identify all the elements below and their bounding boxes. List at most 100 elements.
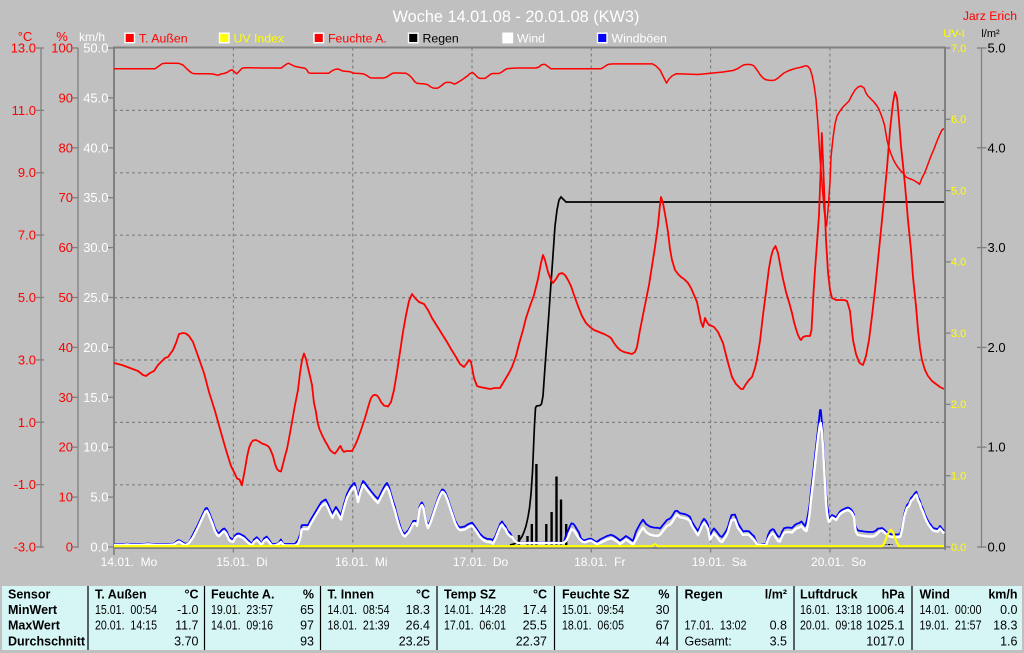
svg-text:18.01. Fr: 18.01. Fr xyxy=(574,555,625,569)
svg-text:11.0: 11.0 xyxy=(12,103,36,118)
svg-text:Durchschnitt: Durchschnitt xyxy=(8,634,86,648)
svg-text:18.3: 18.3 xyxy=(406,603,430,617)
svg-text:14.01. 14:28: 14.01. 14:28 xyxy=(444,603,506,617)
svg-text:14.01. Mo: 14.01. Mo xyxy=(101,555,158,569)
svg-text:30: 30 xyxy=(59,390,73,405)
svg-text:4.0: 4.0 xyxy=(988,140,1006,155)
svg-text:Wind: Wind xyxy=(517,32,545,46)
svg-text:-1.0: -1.0 xyxy=(177,603,199,617)
svg-text:3.0: 3.0 xyxy=(988,240,1006,255)
svg-text:45.0: 45.0 xyxy=(83,90,108,105)
svg-text:15.01. Di: 15.01. Di xyxy=(216,555,267,569)
svg-text:T. Außen: T. Außen xyxy=(139,32,188,46)
svg-text:Jarz Erich: Jarz Erich xyxy=(963,9,1017,23)
svg-text:Sensor: Sensor xyxy=(8,588,51,602)
svg-text:10: 10 xyxy=(59,490,73,505)
svg-text:0.8: 0.8 xyxy=(770,619,787,633)
svg-text:6.0: 6.0 xyxy=(951,114,966,126)
svg-text:13.0: 13.0 xyxy=(11,41,36,56)
svg-text:Feuchte SZ: Feuchte SZ xyxy=(562,588,630,602)
svg-text:3.5: 3.5 xyxy=(770,634,787,648)
svg-text:14.01. 09:16: 14.01. 09:16 xyxy=(211,619,273,633)
svg-text:4.0: 4.0 xyxy=(951,257,966,269)
svg-text:-1.0: -1.0 xyxy=(14,477,36,492)
svg-text:50: 50 xyxy=(59,290,73,305)
svg-text:%: % xyxy=(303,588,314,602)
svg-text:15.01. 09:54: 15.01. 09:54 xyxy=(562,603,624,617)
svg-text:19.01. 21:57: 19.01. 21:57 xyxy=(920,619,982,633)
svg-text:17.01. 13:02: 17.01. 13:02 xyxy=(685,619,747,633)
svg-text:15.0: 15.0 xyxy=(83,390,108,405)
svg-text:°C: °C xyxy=(533,588,547,602)
svg-text:26.4: 26.4 xyxy=(406,619,430,633)
svg-text:25.5: 25.5 xyxy=(523,619,547,633)
svg-text:MaxWert: MaxWert xyxy=(8,619,61,633)
svg-text:2.0: 2.0 xyxy=(988,340,1006,355)
svg-text:16.01. Mi: 16.01. Mi xyxy=(335,555,388,569)
svg-text:18.3: 18.3 xyxy=(993,619,1017,633)
svg-text:1.0: 1.0 xyxy=(18,415,36,430)
svg-text:70: 70 xyxy=(59,190,73,205)
svg-text:Regen: Regen xyxy=(685,588,723,602)
svg-text:67: 67 xyxy=(656,619,670,633)
svg-text:1006.4: 1006.4 xyxy=(866,603,904,617)
svg-text:100: 100 xyxy=(51,41,73,56)
svg-text:44: 44 xyxy=(656,634,670,648)
svg-text:UV-I: UV-I xyxy=(943,28,964,40)
svg-text:km/h: km/h xyxy=(988,588,1017,602)
svg-text:35.0: 35.0 xyxy=(83,190,108,205)
svg-text:7.0: 7.0 xyxy=(951,43,966,55)
svg-text:19.01. 23:57: 19.01. 23:57 xyxy=(211,603,273,617)
svg-text:9.0: 9.0 xyxy=(18,165,36,180)
svg-text:0.0: 0.0 xyxy=(90,540,108,555)
svg-text:l/m²: l/m² xyxy=(765,588,787,602)
svg-text:20.01. 09:18: 20.01. 09:18 xyxy=(800,619,862,633)
svg-text:20: 20 xyxy=(59,440,73,455)
svg-text:UV Index: UV Index xyxy=(234,32,285,46)
svg-text:3.0: 3.0 xyxy=(18,352,36,367)
svg-text:Luftdruck: Luftdruck xyxy=(800,588,858,602)
svg-text:18.01. 21:39: 18.01. 21:39 xyxy=(328,619,390,633)
svg-text:0.0: 0.0 xyxy=(951,542,966,554)
svg-text:1.0: 1.0 xyxy=(951,471,966,483)
svg-text:40.0: 40.0 xyxy=(83,140,108,155)
svg-text:90: 90 xyxy=(59,90,73,105)
svg-text:15.01. 00:54: 15.01. 00:54 xyxy=(95,603,157,617)
svg-text:20.01. So: 20.01. So xyxy=(811,555,866,569)
svg-text:1.0: 1.0 xyxy=(988,440,1006,455)
svg-text:0.0: 0.0 xyxy=(988,540,1006,555)
svg-text:19.01. Sa: 19.01. Sa xyxy=(692,555,747,569)
svg-text:10.0: 10.0 xyxy=(83,440,108,455)
svg-text:hPa: hPa xyxy=(882,588,906,602)
svg-text:°C: °C xyxy=(416,588,430,602)
svg-text:30: 30 xyxy=(656,603,670,617)
svg-text:80: 80 xyxy=(59,140,73,155)
svg-text:3.70: 3.70 xyxy=(174,634,198,648)
svg-text:17.01. 06:01: 17.01. 06:01 xyxy=(444,619,506,633)
svg-text:3.0: 3.0 xyxy=(951,328,966,340)
svg-text:0.0: 0.0 xyxy=(1000,603,1017,617)
svg-text:°C: °C xyxy=(184,588,198,602)
svg-text:1025.1: 1025.1 xyxy=(866,619,904,633)
svg-text:14.01. 00:00: 14.01. 00:00 xyxy=(920,603,982,617)
svg-text:1.6: 1.6 xyxy=(1000,634,1017,648)
svg-text:14.01. 08:54: 14.01. 08:54 xyxy=(328,603,390,617)
svg-text:T. Innen: T. Innen xyxy=(328,588,375,602)
svg-text:93: 93 xyxy=(300,634,314,648)
svg-text:50.0: 50.0 xyxy=(83,41,108,56)
svg-text:7.0: 7.0 xyxy=(18,228,36,243)
svg-text:5.0: 5.0 xyxy=(988,41,1006,56)
svg-text:22.37: 22.37 xyxy=(516,634,547,648)
svg-text:Windböen: Windböen xyxy=(612,32,668,46)
svg-text:5.0: 5.0 xyxy=(951,185,966,197)
svg-text:l/m²: l/m² xyxy=(981,28,1000,40)
svg-text:%: % xyxy=(658,588,669,602)
svg-text:Wind: Wind xyxy=(920,588,950,602)
svg-text:°C: °C xyxy=(18,29,33,44)
svg-text:5.0: 5.0 xyxy=(90,490,108,505)
svg-text:Feuchte A.: Feuchte A. xyxy=(211,588,274,602)
svg-text:Temp SZ: Temp SZ xyxy=(444,588,496,602)
svg-text:11.7: 11.7 xyxy=(175,619,198,633)
svg-text:Gesamt:: Gesamt: xyxy=(685,634,732,648)
svg-text:97: 97 xyxy=(300,619,314,633)
